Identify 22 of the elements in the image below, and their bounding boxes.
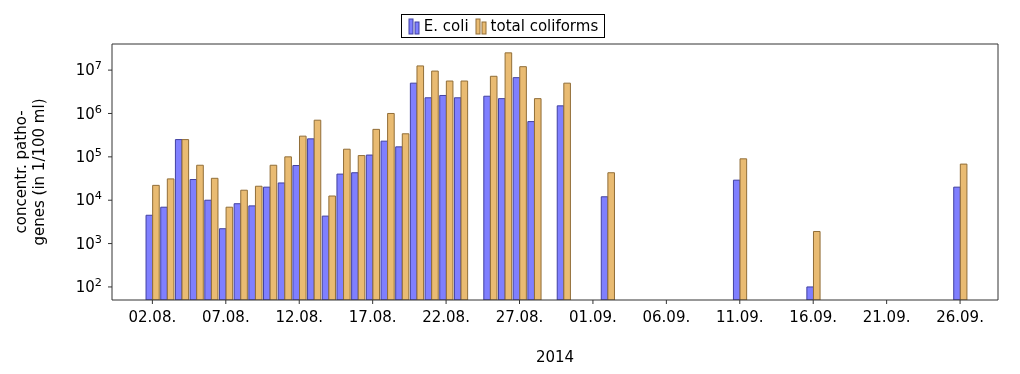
x-tick-label: 17.08.	[348, 308, 397, 326]
x-axis-title: 2014	[535, 348, 575, 366]
x-tick-label: 26.09.	[936, 308, 984, 326]
y-tick-label: 10$^{4}$	[75, 188, 102, 210]
x-tick-label: 12.08.	[275, 308, 324, 326]
legend-label: total coliforms	[490, 17, 599, 35]
x-tick-label: 06.09.	[642, 308, 691, 326]
x-tick-label: 11.09.	[715, 308, 764, 326]
x-tick-label: 07.08.	[201, 308, 250, 326]
x-tick-label: 27.08.	[495, 308, 544, 326]
x-tick-label: 16.09.	[789, 308, 838, 326]
y-tick-label: 10$^{2}$	[75, 275, 102, 297]
x-tick-label: 01.09.	[569, 308, 617, 326]
y-tick-label: 10$^{5}$	[75, 145, 102, 167]
legend-label: E. coli	[423, 17, 469, 35]
y-tick-label: 10$^{3}$	[75, 232, 102, 253]
y-axis-title: concentr. patho- genes (in 1/100 ml)	[12, 98, 48, 246]
x-tick-label: 02.08.	[128, 308, 177, 326]
y-tick-label: 10$^{7}$	[75, 58, 102, 80]
y-tick-label: 10$^{6}$	[75, 102, 102, 123]
x-tick-label: 22.08.	[422, 308, 470, 326]
x-tick-label: 21.09.	[862, 308, 911, 326]
